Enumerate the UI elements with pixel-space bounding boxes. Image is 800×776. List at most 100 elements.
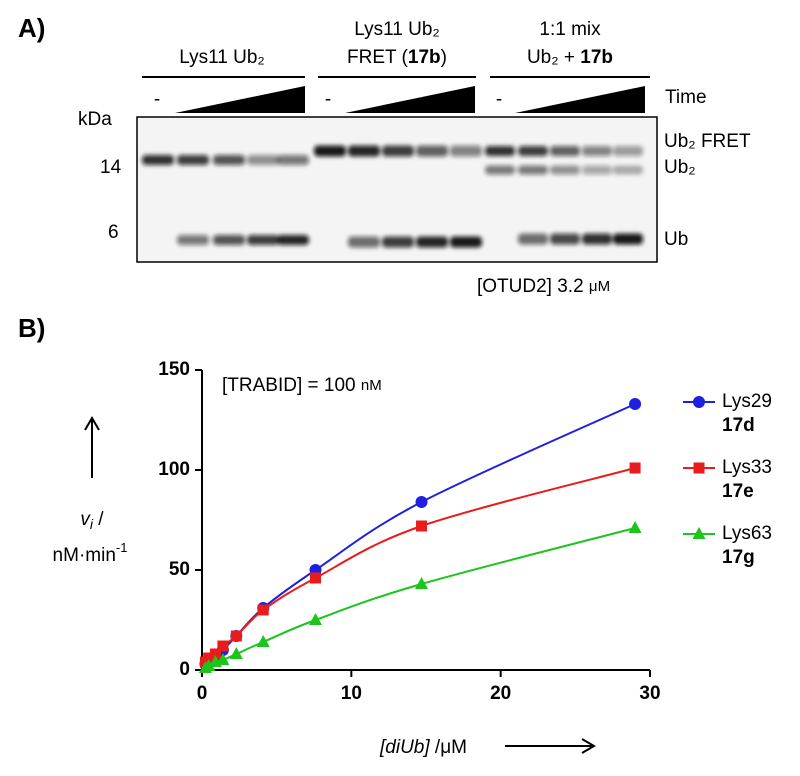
- legend-label: Lys29: [722, 391, 772, 412]
- marker: [203, 652, 215, 664]
- text-part: -1: [116, 540, 128, 555]
- gel-band: [518, 165, 548, 175]
- marker: [629, 398, 642, 410]
- gel-band: [582, 165, 612, 175]
- band-label: Ub₂: [664, 157, 696, 178]
- legend-marker: [692, 527, 706, 539]
- legend-marker: [693, 396, 705, 408]
- text-part: [TRABID] = 100: [222, 375, 361, 396]
- group-label: 1:1 mix: [539, 19, 601, 40]
- gel-band: [277, 235, 309, 245]
- gel-band: [613, 165, 643, 175]
- annotation: [TRABID] = 100 nM: [222, 375, 382, 396]
- enzyme-label: [OTUD2] 3.2 μM: [477, 276, 610, 297]
- y-tick-label: 100: [158, 459, 190, 480]
- gel-band: [416, 145, 448, 157]
- time-label: Time: [665, 87, 707, 108]
- marker: [209, 648, 221, 660]
- panel-label: A): [18, 13, 45, 43]
- gel-band: [485, 165, 515, 175]
- lane-label: -: [496, 89, 502, 110]
- fit-line: [204, 403, 636, 665]
- gel-band: [213, 235, 245, 245]
- gel-band: [247, 155, 279, 165]
- band-label: Ub₂ FRET: [664, 131, 751, 152]
- gel-band: [314, 145, 346, 157]
- marker: [230, 630, 242, 642]
- gel-band: [550, 146, 580, 156]
- legend-label: Lys33: [722, 457, 772, 478]
- y-tick-label: 50: [169, 559, 190, 580]
- gel-band: [485, 146, 515, 156]
- gel-band: [582, 146, 612, 156]
- text-part: i: [90, 516, 94, 532]
- plot: 0 10 20 30 0 50 100 150 Lys29 17d Lys33 17e Lys63 17g: [158, 359, 772, 704]
- text-part: 17b: [408, 47, 441, 68]
- text-part: /: [93, 509, 104, 530]
- gel-bands: [142, 145, 643, 248]
- legend-compound: 17g: [722, 547, 755, 568]
- time-wedge: [515, 86, 645, 113]
- marker: [415, 577, 429, 589]
- text-part: μM: [589, 278, 610, 295]
- marker: [416, 520, 428, 532]
- gel-band: [382, 145, 414, 157]
- marker-label: 6: [108, 222, 119, 243]
- legend-compound: 17d: [722, 415, 755, 436]
- gel-band: [382, 236, 414, 248]
- gel-band: [213, 155, 245, 165]
- legend-label: Lys63: [722, 523, 772, 544]
- legend-marker: [693, 462, 705, 474]
- time-wedge: [345, 86, 475, 113]
- text-part: nM: [361, 377, 382, 394]
- panel-label: B): [18, 313, 45, 343]
- legend-compound: 17e: [722, 481, 754, 502]
- text-part: FRET (: [347, 47, 409, 68]
- gel-band: [177, 235, 209, 245]
- gel-band: [450, 145, 482, 157]
- gel-band: [582, 233, 612, 245]
- marker: [202, 659, 216, 671]
- kda-label: kDa: [78, 109, 112, 130]
- x-axis-label: [diUb] /μM: [379, 737, 467, 758]
- time-wedge: [175, 86, 305, 113]
- group-label: Lys11 Ub₂: [179, 47, 265, 68]
- gel-band: [550, 233, 580, 245]
- y-axis-label: vi /: [80, 509, 104, 532]
- text-part: [OTUD2] 3.2: [477, 276, 589, 297]
- y-tick-label: 0: [179, 659, 190, 680]
- axis-arrow: [581, 738, 596, 754]
- gel-band: [348, 236, 380, 248]
- lane-label: -: [154, 89, 160, 110]
- marker: [628, 521, 642, 533]
- marker: [629, 462, 641, 474]
- x-tick-label: 0: [197, 683, 208, 704]
- gel-band: [277, 155, 309, 165]
- x-tick-label: 30: [639, 683, 660, 704]
- marker: [217, 640, 229, 652]
- lane-label: -: [325, 89, 331, 110]
- gel-band: [142, 155, 174, 165]
- gel-band: [348, 145, 380, 157]
- marker: [309, 572, 321, 584]
- gel-band: [416, 236, 448, 248]
- group-label: Lys11 Ub₂: [354, 19, 440, 40]
- text-part: ): [441, 47, 447, 68]
- x-tick-label: 20: [490, 683, 511, 704]
- y-axis-label: nM·min-1: [53, 540, 128, 566]
- group-label: Ub₂ + 17b: [527, 47, 613, 68]
- marker: [216, 653, 230, 665]
- gel-band: [613, 146, 643, 156]
- gel-band: [518, 146, 548, 156]
- gel-band: [177, 155, 209, 165]
- marker: [229, 647, 243, 659]
- marker-label: 14: [100, 157, 122, 178]
- marker: [308, 613, 322, 625]
- gel-band: [613, 233, 643, 245]
- text-part: nM·min: [53, 545, 116, 566]
- marker: [256, 635, 270, 647]
- y-tick-label: 150: [158, 359, 190, 380]
- text-part: /μM: [430, 737, 467, 758]
- text-part: 17b: [580, 47, 613, 68]
- gel-band: [247, 235, 279, 245]
